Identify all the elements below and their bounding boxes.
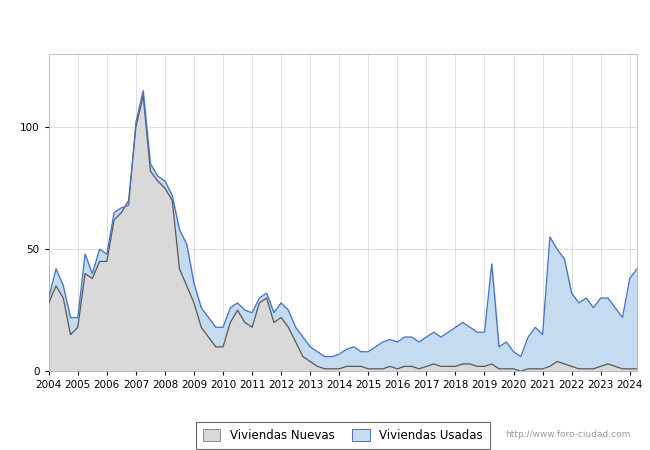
Text: http://www.foro-ciudad.com: http://www.foro-ciudad.com bbox=[505, 430, 630, 439]
Legend: Viviendas Nuevas, Viviendas Usadas: Viviendas Nuevas, Viviendas Usadas bbox=[196, 422, 490, 450]
Text: Calasparra - Evolucion del Nº de Transacciones Inmobiliarias: Calasparra - Evolucion del Nº de Transac… bbox=[103, 16, 547, 31]
